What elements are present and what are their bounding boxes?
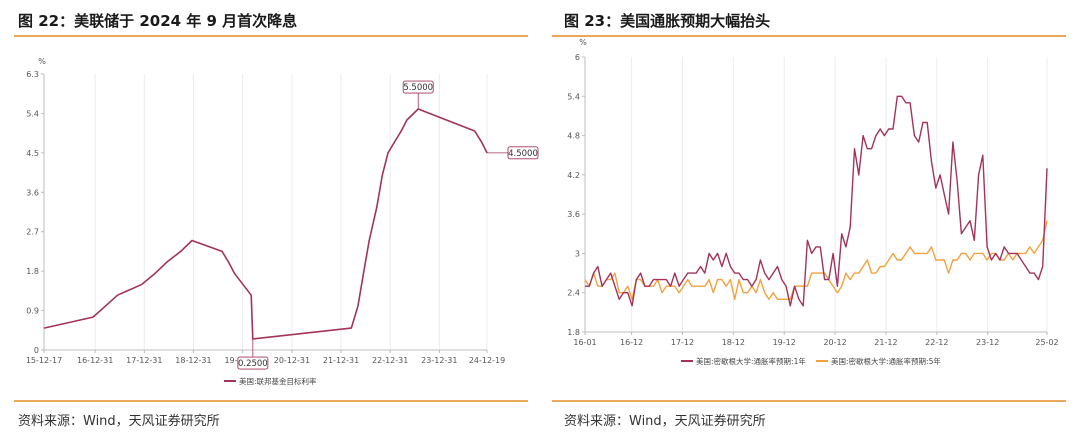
left-y-tick-label: 5.4 [26,109,39,118]
right-x-tick-label: 17-12 [671,338,694,347]
right-x-tick-label: 21-12 [874,338,897,347]
left-legend-label: 美国:联邦基金目标利率 [239,376,317,386]
left-y-tick-label: 6.3 [26,70,39,79]
right-y-tick-label: 6 [575,53,580,62]
right-x-tick-label: 23-12 [976,338,999,347]
left-y-tick-label: 0.9 [26,307,39,316]
left-x-tick-label: 15-12-17 [26,356,62,365]
right-series-line-1yr [585,95,1048,307]
left-annotation-label: 5.5000 [403,83,433,93]
left-series-line-fed-rate [43,108,488,340]
right-y-tick-label: 3 [575,249,580,258]
left-source-note: 资料来源：Wind，天风证券研究所 [18,414,220,429]
right-x-tick-label: 16-12 [620,338,643,347]
right-x-tick-label: 20-12 [823,338,846,347]
right-legend-label-1yr: 美国:密歇根大学:通胀率预期:1年 [696,356,806,366]
right-x-tick-label: 18-12 [722,338,745,347]
left-x-tick-label: 18-12-31 [175,356,211,365]
left-y-tick-label: 3.6 [26,188,39,197]
right-y-tick-label: 2.4 [567,289,580,298]
left-y-unit: % [38,57,46,66]
right-x-tick-label: 22-12 [925,338,948,347]
right-y-tick-label: 3.6 [567,210,580,219]
left-x-tick-label: 21-12-31 [323,356,359,365]
right-title-rule [552,35,1066,37]
left-x-tick-label: 23-12-31 [421,356,457,365]
left-annotation-box [237,356,269,370]
right-y-tick-label: 4.2 [567,171,580,180]
right-chart-title: 图 23：美国通胀预期大幅抬头 [564,12,771,30]
left-y-tick-label: 4.5 [26,149,39,158]
right-x-tick-label: 16-01 [573,338,596,347]
right-y-unit: % [579,38,587,47]
left-annotation-label: 0.2500 [238,359,268,369]
right-y-tick-label: 4.8 [567,132,580,141]
right-legend-label-5yr: 美国:密歇根大学:通胀率预期:5年 [831,356,941,366]
left-y-tick-label: 0 [34,346,39,355]
left-annotation-label: 4.5000 [508,149,538,159]
left-title-rule [14,35,528,37]
right-y-tick-label: 1.8 [567,328,580,337]
left-source-rule [14,400,528,402]
right-source-rule [552,400,1066,402]
left-x-tick-label: 17-12-31 [126,356,162,365]
right-x-tick-label: 19-12 [773,338,796,347]
left-y-tick-label: 2.7 [26,228,39,237]
left-x-tick-label: 22-12-31 [372,356,408,365]
left-annotation-box [402,80,434,94]
left-x-tick-label: 16-12-31 [77,356,113,365]
right-source-note: 资料来源：Wind，天风证券研究所 [564,414,766,429]
left-annotation-box [507,146,539,160]
left-chart-title: 图 22：美联储于 2024 年 9 月首次降息 [18,12,298,30]
right-x-tick-label: 25-02 [1035,338,1058,347]
left-x-tick-label: 20-12-31 [274,356,310,365]
left-y-tick-label: 1.8 [26,267,39,276]
left-x-tick-label: 24-12-19 [469,356,505,365]
right-y-tick-label: 5.4 [567,92,580,101]
right-series-line-5yr [584,220,1048,300]
